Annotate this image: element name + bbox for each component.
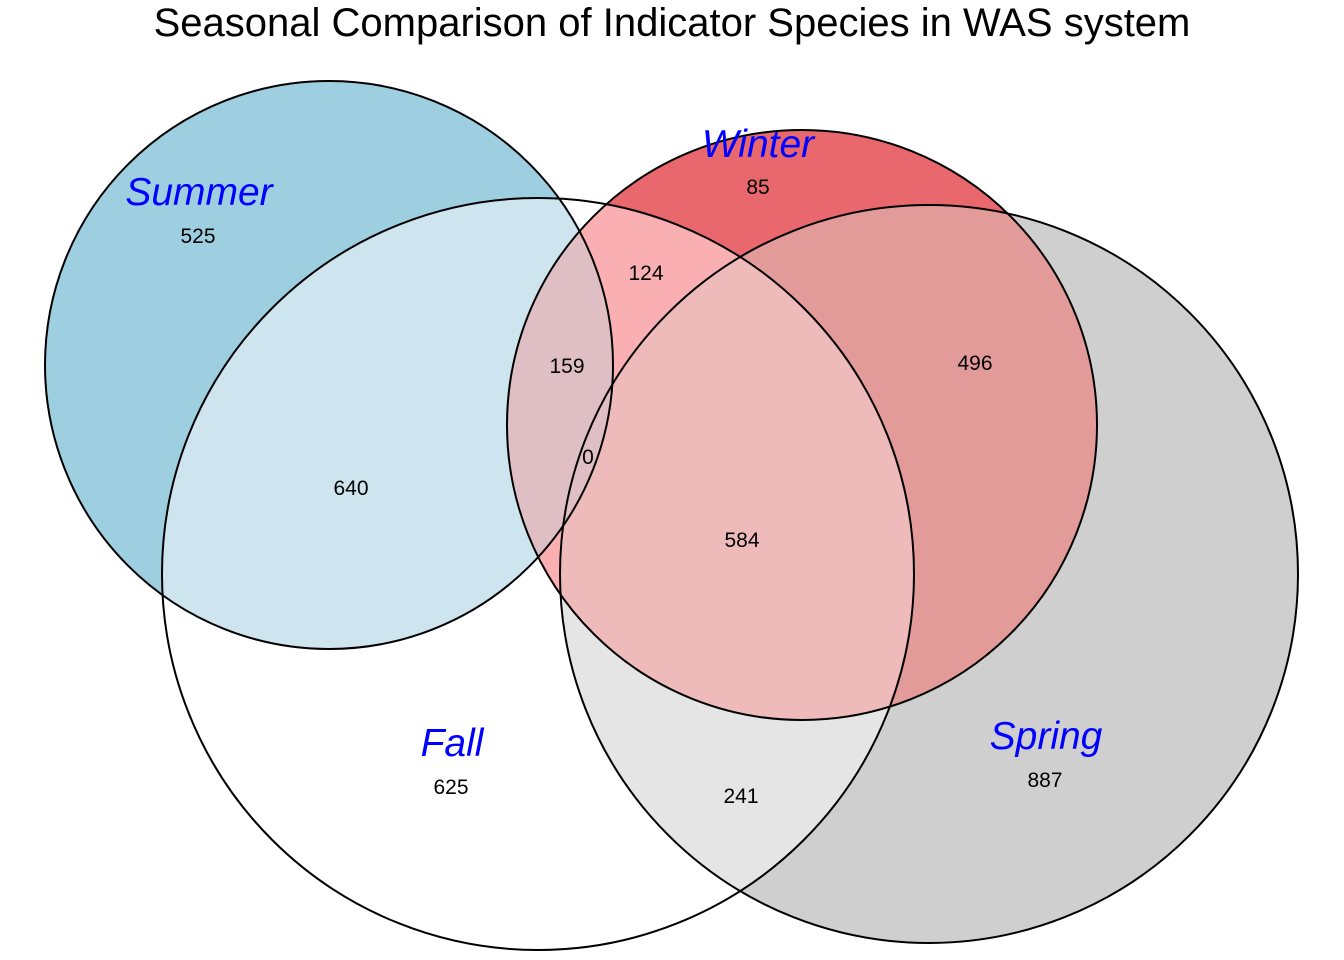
count-winter-spring: 496	[957, 352, 992, 375]
count-summer-fall: 640	[333, 477, 368, 500]
count-fall-spring: 241	[723, 785, 758, 808]
count-summer-fall-winter: 159	[549, 355, 584, 378]
set-label-summer: Summer	[125, 171, 274, 214]
count-fall-winter-spring: 584	[724, 529, 759, 552]
count-all-four: 0	[582, 446, 594, 469]
count-summer-only: 525	[180, 225, 215, 248]
set-label-winter: Winter	[702, 123, 816, 166]
count-winter-only: 85	[746, 176, 769, 199]
summer-circle-outline	[44, 80, 614, 650]
fall-circle-outline	[161, 197, 915, 951]
set-label-spring: Spring	[990, 715, 1103, 758]
winter-circle-outline	[506, 129, 1098, 721]
set-label-fall: Fall	[421, 722, 485, 765]
chart-title: Seasonal Comparison of Indicator Species…	[154, 1, 1191, 45]
count-spring-only: 887	[1027, 769, 1062, 792]
spring-circle-outline	[559, 204, 1299, 944]
count-fall-only: 625	[433, 776, 468, 799]
count-fall-winter: 124	[628, 262, 663, 285]
